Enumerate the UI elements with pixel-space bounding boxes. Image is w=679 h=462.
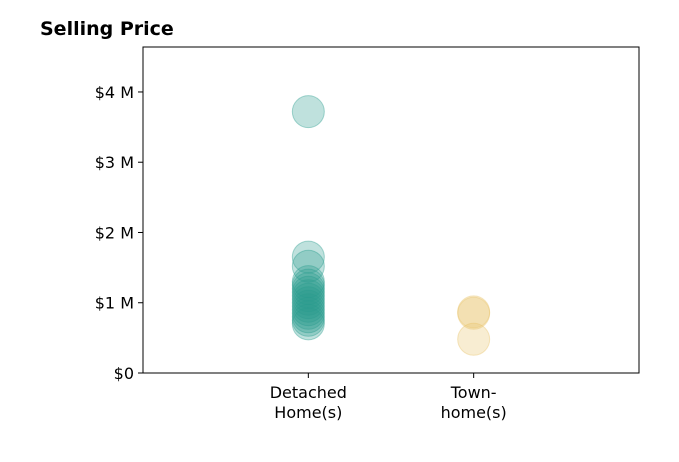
point: [291, 303, 325, 337]
point: [291, 240, 325, 274]
point: [291, 307, 325, 341]
y-tick-label: $0: [114, 364, 134, 383]
y-tick-label: $4 M: [95, 83, 134, 102]
point: [457, 296, 491, 330]
point: [291, 286, 325, 320]
point: [291, 279, 325, 313]
x-tick-label: Detached Home(s): [270, 383, 347, 422]
point: [291, 289, 325, 323]
x-tick-label: Town-home(s): [441, 383, 507, 422]
point: [291, 282, 325, 316]
point: [291, 296, 325, 330]
point: [291, 272, 325, 306]
y-tick-label: $2 M: [95, 223, 134, 242]
point: [291, 293, 325, 327]
point: [291, 265, 325, 299]
chart-title: Selling Price: [40, 18, 174, 40]
point: [291, 249, 325, 283]
y-tick-label: $3 M: [95, 153, 134, 172]
point: [291, 300, 325, 334]
point: [291, 268, 325, 302]
point: [457, 295, 491, 329]
y-tick-label: $1 M: [95, 294, 134, 313]
point: [291, 95, 325, 129]
point: [291, 275, 325, 309]
point: [457, 322, 491, 356]
plot-frame: [142, 46, 640, 374]
